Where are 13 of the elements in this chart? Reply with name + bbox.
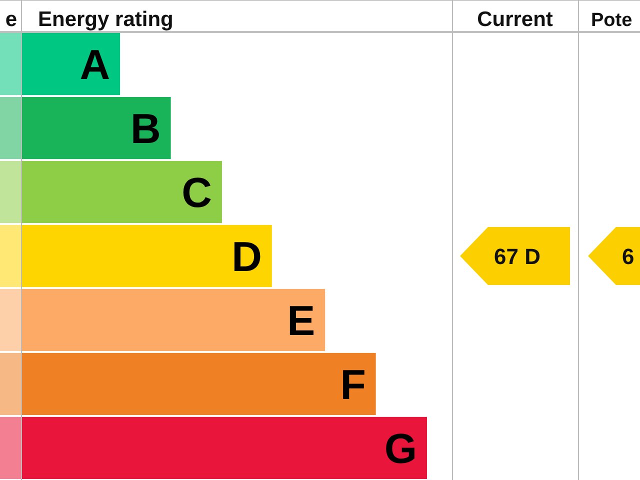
y-tick-label: A xyxy=(80,41,110,88)
text: Pote xyxy=(591,10,632,31)
y-tick-label: F xyxy=(340,361,366,408)
y-tick-label: D xyxy=(232,233,262,280)
y-tick-label: B xyxy=(130,105,161,152)
y-tick-label: E xyxy=(287,297,316,344)
text: 67 D xyxy=(494,244,540,269)
y-tick-label: C xyxy=(182,169,212,216)
chart-title: Energy rating xyxy=(38,8,174,31)
text: Current xyxy=(477,8,553,31)
text: 6 xyxy=(622,244,634,269)
y-tick-label: G xyxy=(384,425,417,472)
text: e xyxy=(5,8,17,31)
